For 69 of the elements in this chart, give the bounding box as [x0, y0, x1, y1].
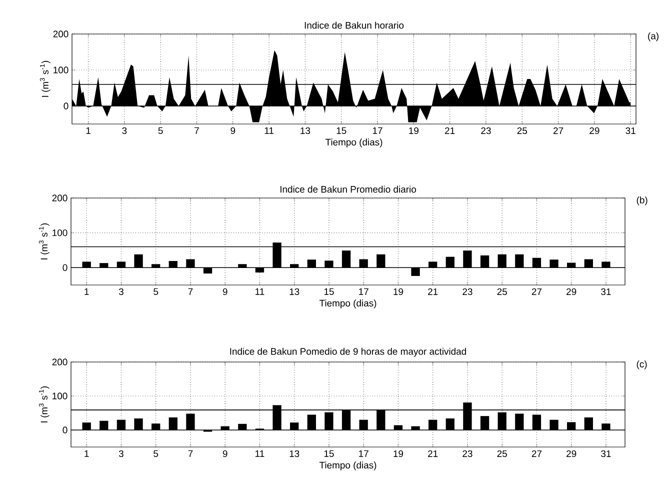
x-tick-label: 25: [497, 288, 507, 296]
x-tick-label: 5: [154, 450, 158, 457]
y-tick-label: 200: [53, 30, 68, 38]
x-tick-label: 9: [222, 450, 228, 458]
x-tick-label: 15: [324, 288, 334, 295]
x-tick-label: 27: [532, 288, 542, 295]
x-tick-label: 27: [553, 127, 564, 134]
y-axis-title: I (m$^{3}$ s$^{-1}$): [38, 386, 50, 422]
x-tick-label: 11: [256, 450, 264, 457]
y-tick-label: 0: [64, 102, 68, 110]
x-tick-label: 7: [194, 127, 199, 134]
x-tick-label: 13: [290, 450, 300, 458]
x-tick-label: 3: [118, 288, 124, 296]
x-tick-label: 1: [84, 450, 89, 457]
y-tick-label: 0: [62, 264, 68, 271]
x-tick-label: 15: [336, 127, 346, 134]
x-tick-label: 9: [222, 288, 228, 296]
x-tick-label: 1: [84, 288, 89, 295]
x-tick-label: 21: [428, 450, 438, 457]
x-tick-label: 23: [462, 450, 472, 458]
x-tick-label: 31: [601, 450, 611, 458]
x-tick-label: 19: [409, 127, 418, 134]
x-axis-title: Tiempo (dias): [319, 462, 376, 470]
x-tick-label: 31: [601, 288, 611, 296]
x-tick-label: 17: [359, 288, 368, 295]
x-tick-label: 29: [590, 127, 600, 134]
x-tick-label: 13: [290, 288, 300, 296]
x-tick-label: 3: [122, 127, 127, 134]
chart-title: Indice de Bakun horario: [304, 22, 404, 29]
x-tick-label: 5: [154, 288, 158, 295]
text: (c): [636, 360, 647, 370]
y-tick-label: 100: [52, 392, 68, 400]
text: (b): [636, 196, 648, 206]
x-tick-label: 25: [517, 127, 527, 134]
x-tick-label: 11: [264, 127, 274, 134]
x-tick-label: 29: [566, 450, 576, 458]
y-tick-label: 100: [54, 66, 68, 74]
x-tick-label: 19: [394, 450, 404, 458]
x-tick-label: 7: [188, 288, 193, 295]
x-tick-label: 23: [481, 127, 491, 134]
x-tick-label: 7: [188, 450, 193, 457]
x-tick-label: 3: [118, 450, 124, 458]
y-tick-label: 100: [52, 229, 68, 236]
y-tick-label: 200: [52, 194, 68, 202]
x-tick-label: 21: [445, 127, 455, 134]
x-tick-label: 13: [300, 127, 310, 134]
y-axis-title: I (m$^{3}$ s$^{-1}$): [40, 60, 50, 97]
x-tick-label: 19: [394, 288, 404, 296]
x-tick-label: 21: [428, 288, 438, 295]
x-tick-label: 23: [462, 288, 472, 296]
y-axis-title: I (m$^{3}$ s$^{-1}$): [38, 223, 50, 260]
x-tick-label: 1: [86, 127, 90, 134]
x-tick-label: 17: [372, 127, 382, 134]
x-tick-label: 5: [158, 127, 163, 134]
x-tick-label: 15: [324, 450, 334, 457]
x-tick-label: 31: [626, 127, 636, 134]
x-tick-label: 27: [532, 450, 542, 457]
x-tick-label: 17: [359, 450, 368, 457]
text: (a): [648, 32, 658, 42]
chart-title: Indice de Bakun Pomedio de 9 horas de mayor actividad: [230, 348, 466, 357]
y-tick-label: 200: [52, 358, 68, 366]
x-tick-label: 9: [230, 127, 236, 134]
y-tick-label: 0: [62, 426, 68, 434]
x-tick-label: 11: [256, 288, 264, 295]
x-axis-title: Tiempo (dias): [325, 138, 382, 148]
x-axis-title: Tiempo (dias): [319, 300, 376, 308]
x-tick-label: 29: [566, 288, 576, 296]
chart-title: Indice de Bakun Promedio diario: [280, 186, 416, 193]
x-tick-label: 25: [497, 450, 507, 458]
